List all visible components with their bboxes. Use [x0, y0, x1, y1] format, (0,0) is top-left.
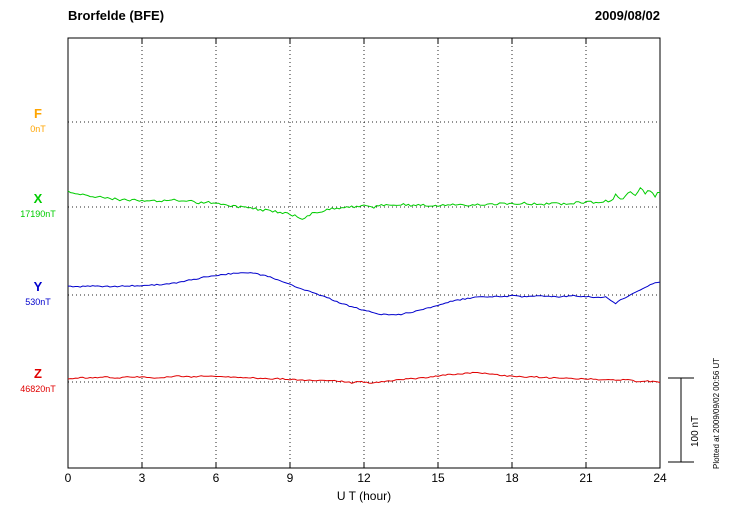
x-tick-label-0: 0	[64, 471, 72, 485]
series-baseline-X: 17190nT	[20, 209, 56, 219]
x-axis-title: U T (hour)	[336, 489, 392, 503]
series-name-Y: Y	[33, 279, 43, 294]
page-title: Brorfelde (BFE)	[68, 8, 165, 23]
x-tick-label-3: 3	[138, 471, 146, 485]
x-tick-label-9: 9	[286, 471, 294, 485]
trace-Y	[68, 272, 661, 316]
trace-Z	[67, 371, 661, 384]
series-baseline-Z: 46820nT	[20, 384, 56, 394]
plotted-at-note: Plotted at 2009/09/02 00:56 UT	[712, 357, 721, 469]
x-tick-label-6: 6	[212, 471, 220, 485]
x-tick-label-18: 18	[505, 471, 519, 485]
x-tick-label-24: 24	[653, 471, 667, 485]
series-name-Z: Z	[34, 366, 42, 381]
x-tick-label-15: 15	[431, 471, 445, 485]
x-tick-label-21: 21	[579, 471, 593, 485]
date-label: 2009/08/02	[594, 8, 660, 23]
series-baseline-F: 0nT	[30, 124, 46, 134]
series-name-F: F	[34, 106, 42, 121]
scale-bar-label: 100 nT	[690, 415, 701, 447]
trace-X	[67, 187, 660, 220]
series-baseline-Y: 530nT	[25, 297, 51, 307]
series-name-X: X	[33, 191, 43, 206]
x-tick-label-12: 12	[357, 471, 371, 485]
plot-frame	[67, 37, 661, 469]
x-axis-tick-labels: 0 3 6 9 12 15 18 21 24	[0, 471, 730, 487]
